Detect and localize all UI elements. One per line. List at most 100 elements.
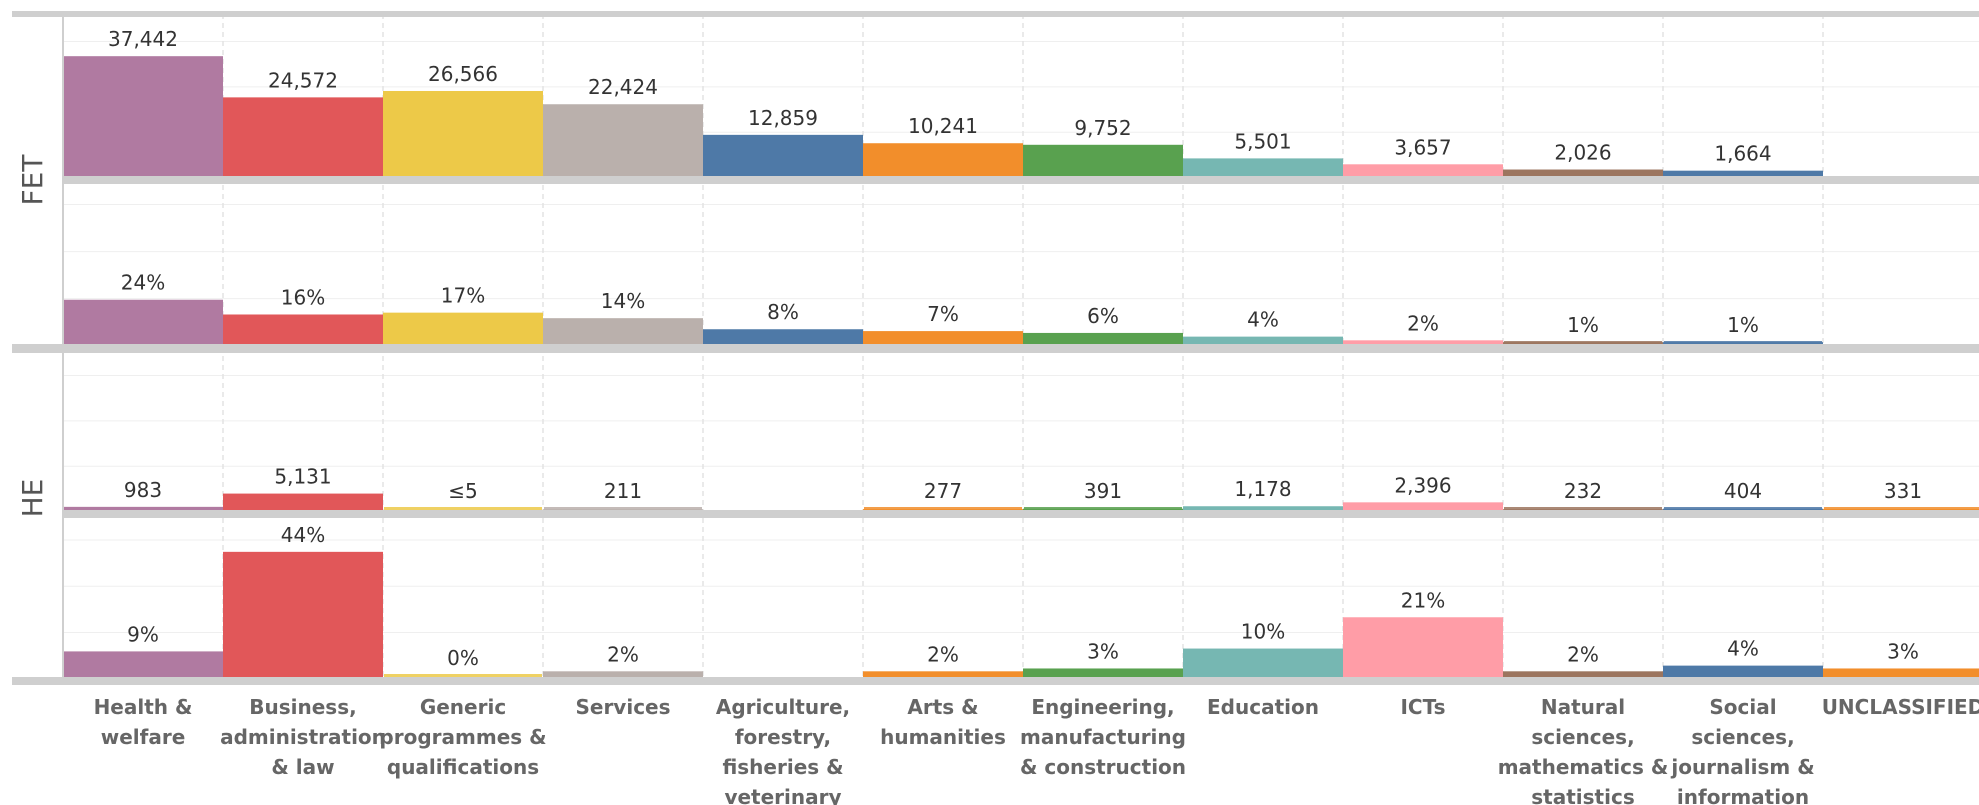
data-label-1-7: 4% <box>1247 308 1279 332</box>
category-label-line: & law <box>271 755 334 779</box>
bar-3-0 <box>63 651 223 677</box>
data-label-0-6: 9,752 <box>1074 116 1131 140</box>
category-label-7: Education <box>1207 695 1319 719</box>
category-label-9: Natural sciences, mathematics & statistics <box>1498 695 1669 805</box>
bar-2-8 <box>1343 502 1503 510</box>
category-label-line: veterinary <box>724 785 841 805</box>
data-label-1-9: 1% <box>1567 313 1599 337</box>
data-label-3-8: 21% <box>1401 588 1445 612</box>
bar-3-10 <box>1663 665 1823 677</box>
bar-3-7 <box>1183 648 1343 677</box>
bar-3-8 <box>1343 617 1503 677</box>
category-label-line: qualifications <box>387 755 539 779</box>
data-label-2-5: 277 <box>924 479 962 503</box>
bar-0-1 <box>223 97 383 176</box>
bar-1-7 <box>1183 336 1343 344</box>
category-label-line: Health & <box>94 695 193 719</box>
category-label-line: journalism & <box>1670 755 1814 779</box>
category-label-line: Natural <box>1541 695 1625 719</box>
data-label-0-0: 37,442 <box>108 27 178 51</box>
category-label-line: ICTs <box>1400 695 1445 719</box>
top-band <box>12 11 1979 17</box>
data-label-3-5: 2% <box>927 642 959 666</box>
data-label-1-10: 1% <box>1727 313 1759 337</box>
data-label-0-9: 2,026 <box>1554 141 1611 165</box>
data-label-2-7: 1,178 <box>1234 477 1291 501</box>
data-label-0-5: 10,241 <box>908 114 978 138</box>
category-label-line: manufacturing <box>1020 725 1186 749</box>
category-label-line: information <box>1677 785 1809 805</box>
data-label-3-10: 4% <box>1727 637 1759 661</box>
category-label-line: Social <box>1709 695 1776 719</box>
bar-1-3 <box>543 318 703 344</box>
data-label-1-6: 6% <box>1087 304 1119 328</box>
bar-1-6 <box>1023 332 1183 344</box>
data-label-1-4: 8% <box>767 300 799 324</box>
bar-1-0 <box>63 299 223 344</box>
data-label-2-1: 5,131 <box>274 465 331 489</box>
row-label-he: HE <box>16 479 49 518</box>
data-label-2-2: ≤5 <box>448 479 477 503</box>
data-label-1-1: 16% <box>281 285 325 309</box>
bar-3-6 <box>1023 668 1183 677</box>
category-label-4: Agriculture, forestry, fisheries & veterina… <box>716 695 850 805</box>
bar-3-1 <box>223 551 383 677</box>
category-label-line: Services <box>575 695 670 719</box>
data-label-1-5: 7% <box>927 302 959 326</box>
data-label-3-0: 9% <box>127 622 159 646</box>
bar-2-1 <box>223 493 383 510</box>
bar-0-5 <box>863 143 1023 176</box>
category-label-line: statistics <box>1531 785 1634 805</box>
data-label-1-8: 2% <box>1407 311 1439 335</box>
category-label-line: sciences, <box>1531 725 1634 749</box>
category-label-8: ICTs <box>1400 695 1445 719</box>
category-label-line: & construction <box>1020 755 1186 779</box>
bar-0-4 <box>703 134 863 176</box>
category-label-line: Generic <box>420 695 506 719</box>
category-label-line: Agriculture, <box>716 695 850 719</box>
data-label-0-10: 1,664 <box>1714 142 1771 166</box>
bar-0-8 <box>1343 164 1503 176</box>
data-label-3-2: 0% <box>447 646 479 670</box>
bar-0-0 <box>63 56 223 176</box>
category-label-0: Health & welfare <box>94 695 193 749</box>
data-label-3-7: 10% <box>1241 620 1285 644</box>
category-label-line: Education <box>1207 695 1319 719</box>
category-label-1: Business, administration & law <box>220 695 386 779</box>
data-label-3-9: 2% <box>1567 642 1599 666</box>
category-label-line: fisheries & <box>722 755 843 779</box>
data-label-0-4: 12,859 <box>748 106 818 130</box>
category-label-3: Services <box>575 695 670 719</box>
category-label-line: administration <box>220 725 386 749</box>
category-label-line: welfare <box>101 725 186 749</box>
bar-1-2 <box>383 312 543 344</box>
data-label-2-6: 391 <box>1084 479 1122 503</box>
category-label-line: programmes & <box>379 725 546 749</box>
bar-0-7 <box>1183 158 1343 176</box>
category-label-line: Engineering, <box>1031 695 1174 719</box>
data-label-2-11: 331 <box>1884 479 1922 503</box>
panel-band-2 <box>12 344 1979 353</box>
bar-1-1 <box>223 314 383 344</box>
data-label-3-6: 3% <box>1087 639 1119 663</box>
data-label-3-1: 44% <box>281 523 325 547</box>
data-label-2-8: 2,396 <box>1394 473 1451 497</box>
panel-band-3 <box>63 510 1979 518</box>
data-label-2-3: 211 <box>604 479 642 503</box>
bar-0-3 <box>543 104 703 176</box>
category-label-10: Social sciences, journalism & information <box>1670 695 1814 805</box>
bar-1-5 <box>863 331 1023 344</box>
category-label-line: UNCLASSIFIED <box>1822 695 1979 719</box>
category-label-line: Business, <box>249 695 356 719</box>
data-label-3-3: 2% <box>607 642 639 666</box>
data-label-1-3: 14% <box>601 289 645 313</box>
category-label-2: Generic programmes & qualifications <box>379 695 546 779</box>
row-label-fet: FET <box>16 154 49 206</box>
category-label-line: forestry, <box>735 725 831 749</box>
data-label-0-1: 24,572 <box>268 68 338 92</box>
category-label-5: Arts & humanities <box>880 695 1006 749</box>
data-label-0-2: 26,566 <box>428 62 498 86</box>
data-label-0-7: 5,501 <box>1234 129 1291 153</box>
panel-band-1 <box>63 176 1979 184</box>
